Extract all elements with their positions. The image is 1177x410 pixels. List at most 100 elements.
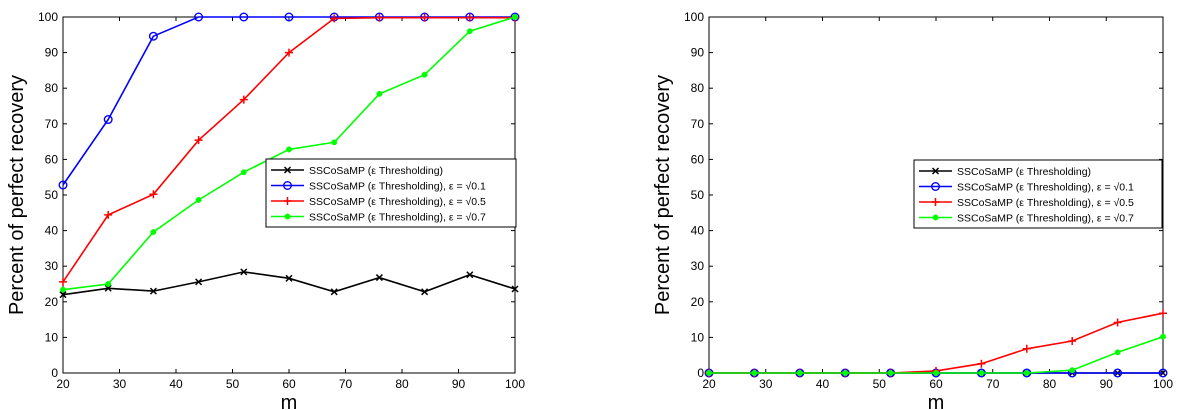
legend-marker	[932, 214, 939, 221]
data-point	[195, 197, 202, 203]
data-point	[977, 359, 986, 368]
x-tick-label: 70	[339, 377, 353, 391]
y-axis-label: Percent of perfect recovery	[652, 75, 674, 315]
x-tick-label: 100	[1153, 377, 1173, 391]
y-tick-label: 90	[45, 46, 59, 60]
x-tick-label: 90	[1100, 377, 1114, 391]
data-point	[194, 12, 204, 22]
y-tick-label: 100	[684, 10, 704, 24]
legend-label: SSCoSaMP (ε Thresholding), ε = √0.5	[309, 196, 486, 208]
data-point	[1022, 344, 1031, 353]
data-point	[285, 48, 293, 57]
data-point	[104, 210, 113, 219]
x-tick-label: 40	[169, 377, 183, 391]
y-tick-label: 50	[691, 188, 705, 202]
data-point	[1113, 318, 1122, 327]
data-point	[330, 288, 338, 296]
data-point	[239, 12, 249, 22]
data-point	[706, 370, 712, 376]
data-point	[195, 278, 203, 286]
legend-box	[913, 159, 1163, 229]
legend-label: SSCoSaMP (ε Thresholding), ε = √0.5	[957, 197, 1134, 209]
data-point	[149, 287, 157, 295]
y-tick-label: 100	[38, 10, 58, 24]
legend-label: SSCoSaMP (ε Thresholding), ε = √0.7	[957, 213, 1134, 225]
x-tick-label: 50	[873, 377, 887, 391]
data-point	[887, 370, 894, 376]
y-tick-label: 70	[691, 117, 705, 131]
legend-marker	[931, 198, 940, 206]
x-tick-label: 60	[282, 377, 296, 391]
data-point	[104, 284, 112, 292]
y-tick-label: 90	[691, 46, 705, 60]
data-point	[1114, 349, 1121, 356]
data-point	[466, 271, 474, 279]
data-point	[1113, 368, 1123, 378]
x-tick-label: 60	[929, 377, 943, 391]
data-point	[421, 288, 429, 296]
data-point	[286, 146, 292, 153]
data-point	[751, 370, 758, 376]
x-tick-label: 70	[986, 377, 1000, 391]
series-1	[59, 268, 519, 299]
data-point	[421, 71, 428, 78]
y-axis-label: Percent of perfect recovery	[6, 75, 28, 315]
data-point	[239, 95, 248, 104]
y-tick-label: 20	[691, 295, 705, 309]
y-tick-label: 0	[697, 366, 704, 380]
y-tick-label: 60	[691, 152, 705, 166]
x-tick-label: 90	[452, 377, 466, 391]
y-tick-label: 30	[45, 259, 59, 273]
legend-marker	[283, 197, 292, 205]
data-point	[420, 13, 429, 22]
data-point	[330, 14, 339, 23]
data-point	[978, 370, 985, 376]
y-tick-label: 50	[45, 188, 59, 202]
data-point	[105, 281, 112, 287]
data-point	[60, 286, 66, 293]
data-point	[933, 370, 939, 376]
data-point	[194, 136, 203, 145]
data-point	[284, 12, 294, 22]
legend-marker	[284, 213, 291, 220]
data-point	[150, 229, 157, 235]
data-point	[103, 115, 113, 125]
y-tick-label: 80	[45, 81, 59, 95]
data-point	[1069, 367, 1076, 374]
y-tick-label: 30	[691, 259, 705, 273]
data-point	[511, 285, 519, 293]
y-tick-label: 10	[691, 330, 705, 344]
x-tick-label: 100	[505, 377, 525, 391]
series-4	[706, 333, 1166, 376]
x-tick-label: 80	[1043, 377, 1057, 391]
x-axis-label: m	[928, 392, 945, 410]
legend-marker	[931, 181, 941, 191]
data-point	[465, 13, 474, 22]
legend-marker	[283, 180, 293, 190]
data-point	[59, 277, 67, 286]
data-point	[58, 180, 68, 190]
legend-label: SSCoSaMP (ε Thresholding), ε = √0.7	[309, 212, 486, 224]
y-tick-label: 10	[45, 330, 59, 344]
y-tick-label: 40	[691, 224, 705, 238]
data-point	[376, 90, 383, 97]
legend: SSCoSaMP (ε Thresholding) SSCoSaMP (ε Thr…	[265, 158, 517, 228]
chart-panel-1: 20 30 40 50 60 70 80 90 100 0 10 20 30 40 50 60 70 80 90 10…	[6, 10, 525, 410]
data-point	[375, 274, 383, 282]
data-point	[59, 291, 67, 299]
data-point	[149, 190, 158, 199]
y-tick-label: 0	[51, 366, 58, 380]
data-point	[240, 268, 248, 276]
legend-marker	[283, 166, 292, 174]
y-tick-label: 80	[691, 81, 705, 95]
data-point	[1068, 336, 1077, 345]
legend-marker	[931, 167, 940, 175]
x-tick-label: 30	[113, 377, 127, 391]
data-point	[375, 13, 384, 22]
data-point	[1023, 370, 1030, 376]
legend-label: SSCoSaMP (ε Thresholding), ε = √0.1	[309, 181, 486, 193]
data-point	[285, 274, 293, 282]
y-tick-label: 70	[45, 117, 59, 131]
data-point	[842, 370, 849, 376]
